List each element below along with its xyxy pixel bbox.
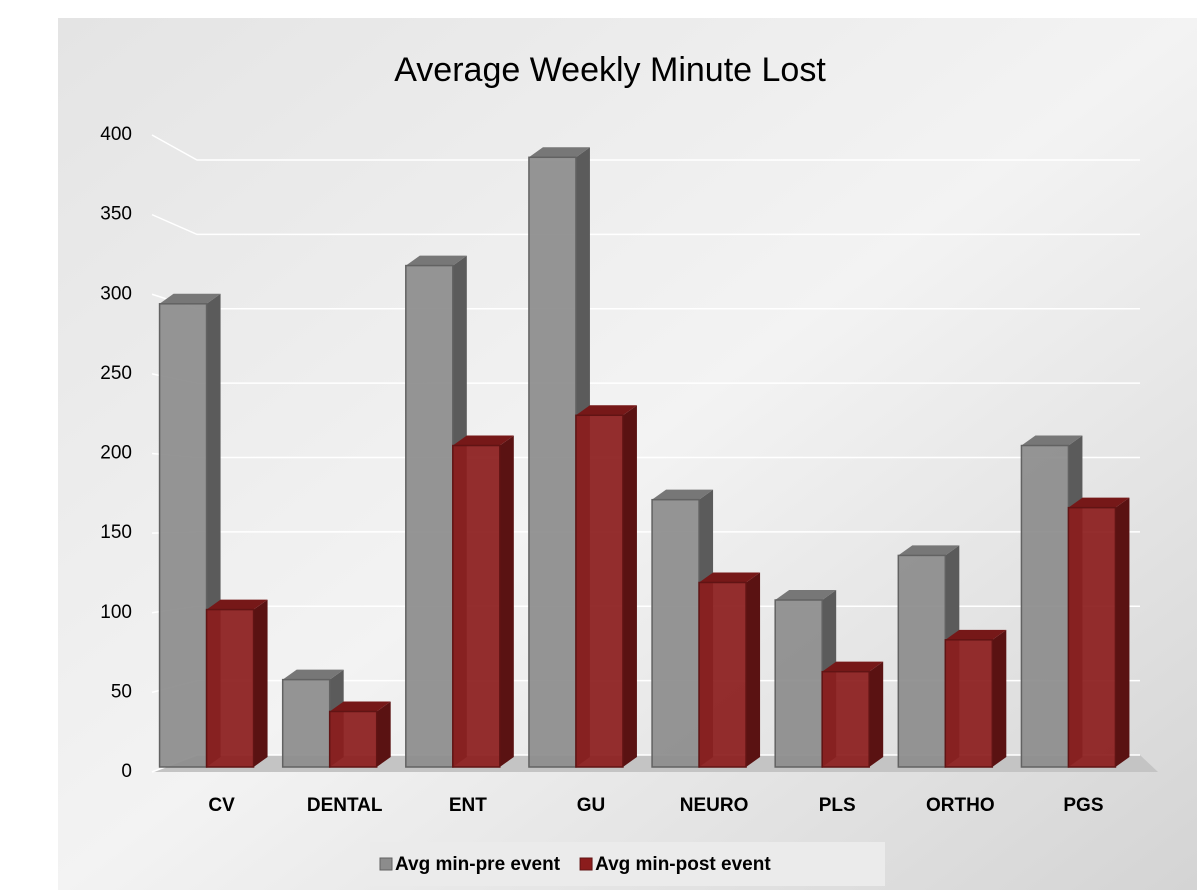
legend-label: Avg min-post event	[595, 854, 771, 875]
bar-top	[206, 599, 268, 610]
bar	[1020, 444, 1070, 768]
x-tick-label: NEURO	[680, 795, 749, 816]
bar	[528, 156, 577, 768]
bar-side	[1115, 497, 1130, 767]
y-tick-label: 350	[100, 204, 132, 225]
x-tick-label: GU	[577, 795, 606, 816]
x-tick-label: ORTHO	[926, 795, 995, 816]
bar	[897, 554, 947, 768]
bar	[944, 639, 994, 768]
bar	[821, 670, 870, 768]
bar-top	[822, 661, 884, 672]
bar-top	[528, 147, 590, 158]
bar-side	[253, 599, 268, 767]
bar	[205, 608, 255, 768]
x-tick-label: ENT	[449, 795, 487, 816]
bar-side	[499, 435, 514, 767]
x-tick-label: CV	[208, 795, 235, 816]
bar-side	[869, 661, 884, 767]
bar-top	[1021, 435, 1083, 446]
legend-swatch	[379, 857, 393, 871]
bar-side	[746, 572, 761, 767]
y-tick-label: 300	[100, 283, 132, 304]
bar	[1067, 506, 1117, 768]
y-tick-label: 100	[100, 602, 132, 623]
bar-side	[376, 701, 391, 767]
bar	[698, 581, 747, 768]
bar-top	[282, 669, 344, 680]
bar	[651, 498, 700, 768]
bar-side	[622, 405, 637, 767]
bar-top	[405, 255, 467, 266]
x-tick-label: PLS	[819, 795, 856, 816]
bar	[328, 710, 378, 768]
bar	[405, 264, 454, 768]
y-tick-label: 50	[111, 681, 132, 702]
bar	[452, 444, 501, 768]
bar	[158, 303, 208, 768]
bar-top	[652, 489, 714, 500]
bar-side	[992, 629, 1007, 767]
bar-top	[775, 590, 837, 601]
bar-top	[575, 405, 637, 416]
bar-top	[159, 293, 221, 304]
y-tick-label: 400	[100, 124, 132, 145]
legend-swatch	[579, 857, 593, 871]
grid-line	[151, 213, 1140, 236]
bar	[774, 599, 823, 768]
bar	[575, 414, 624, 768]
y-tick-label: 250	[100, 363, 132, 384]
bar-top	[699, 572, 761, 583]
chart-title: Average Weekly Minute Lost	[394, 51, 826, 89]
bar-top	[945, 629, 1007, 640]
bar-top	[452, 435, 514, 446]
bar-top	[898, 545, 960, 556]
bar-top	[1068, 497, 1130, 508]
legend-label: Avg min-pre event	[395, 854, 561, 875]
y-tick-label: 200	[100, 443, 132, 464]
grid-line	[151, 134, 1140, 161]
legend	[370, 842, 885, 886]
y-tick-label: 0	[121, 761, 132, 782]
bar-top	[329, 701, 391, 712]
y-tick-label: 150	[100, 522, 132, 543]
bar	[281, 678, 331, 768]
x-tick-label: DENTAL	[307, 795, 383, 816]
x-tick-label: PGS	[1063, 795, 1103, 816]
